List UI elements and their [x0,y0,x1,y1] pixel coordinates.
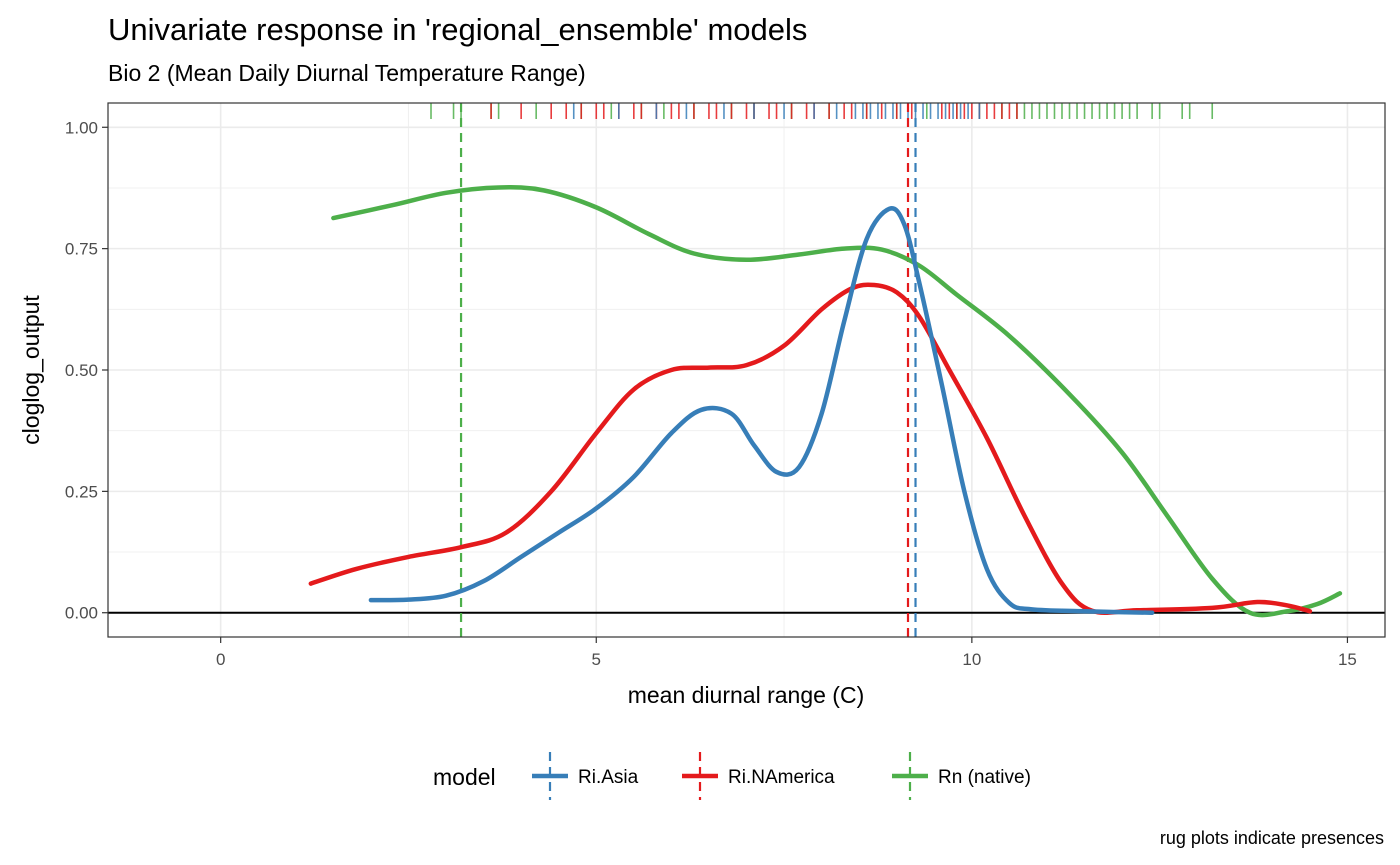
y-tick-label: 0.75 [65,240,98,259]
grid-major [108,103,1385,637]
x-tick-label: 10 [962,650,981,669]
y-tick-label: 0.00 [65,604,98,623]
y-tick-label: 1.00 [65,118,98,137]
x-axis-label: mean diurnal range (C) [628,682,865,708]
x-tick-label: 15 [1338,650,1357,669]
series-line-ri-asia [368,206,1155,615]
chart-title: Univariate response in 'regional_ensembl… [108,12,807,47]
rug-marks [430,103,1214,119]
chart-subtitle: Bio 2 (Mean Daily Diurnal Temperature Ra… [108,60,586,86]
legend-title: model [433,764,496,790]
legend-label-ri-asia: Ri.Asia [578,767,639,788]
x-tick-label: 0 [216,650,225,669]
legend-label-ri-namerica: Ri.NAmerica [728,767,835,788]
y-axis-label: cloglog_output [18,295,44,445]
y-tick-label: 0.25 [65,482,98,501]
x-tick-label: 5 [592,650,601,669]
legend-items: Ri.Asia Ri.NAmerica Rn (native) [532,752,1031,800]
y-tick-label: 0.50 [65,361,98,380]
series-line-rn-native [331,185,1343,618]
plot-panel [107,102,1386,638]
series-lines [308,185,1343,618]
legend-label-rn-native: Rn (native) [938,767,1031,788]
caption: rug plots indicate presences [1160,828,1384,848]
x-axis-ticks: 0 5 10 15 [216,637,1357,669]
legend: model Ri.Asia Ri.NAmerica Rn (native) [433,752,1031,800]
y-axis-ticks: 0.00 0.25 0.50 0.75 1.00 [65,118,108,623]
